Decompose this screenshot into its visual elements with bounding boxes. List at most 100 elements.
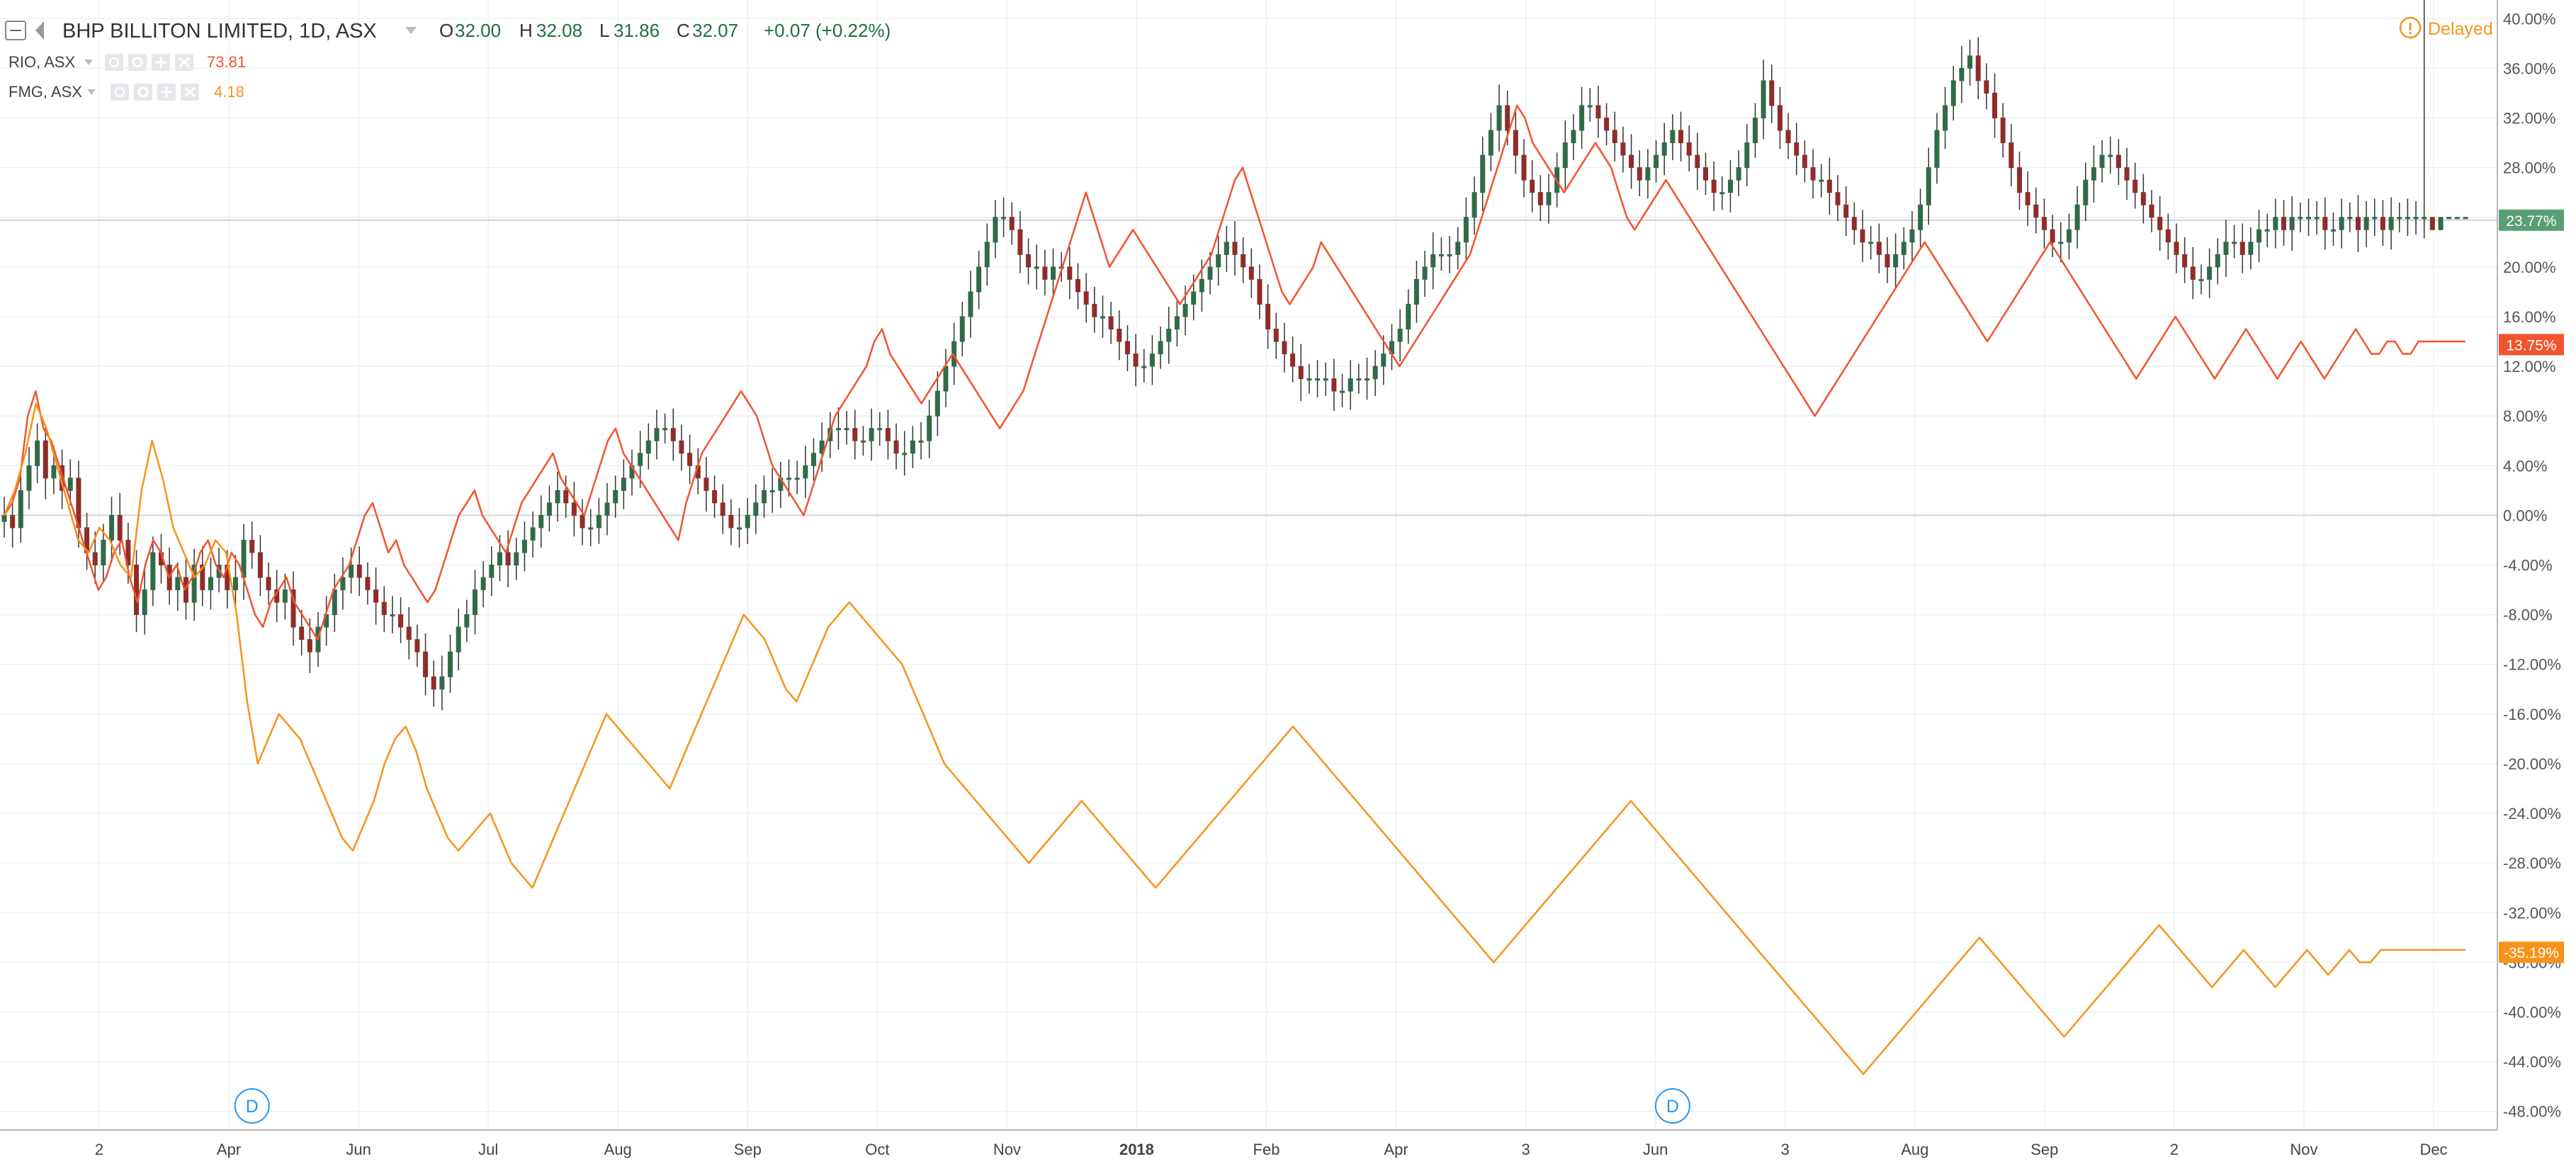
candle-body [117, 514, 123, 541]
bhp-last-value-badge [2499, 209, 2564, 231]
candle-body [1480, 154, 1486, 193]
candle [1711, 161, 1717, 211]
candle-body [448, 651, 453, 677]
candle [1331, 358, 1337, 412]
dividend-markers: DDDD [234, 1088, 1690, 1124]
candle-body [1819, 179, 1824, 182]
x-tick-label: Sep [2030, 1141, 2058, 1158]
candle [257, 535, 263, 597]
dividend-marker[interactable]: D [1654, 1088, 1690, 1124]
candle [2413, 200, 2419, 235]
candle [844, 411, 849, 445]
candle-body [2322, 217, 2328, 230]
delayed-indicator[interactable]: ! Delayed [2399, 16, 2493, 39]
candle [290, 571, 296, 646]
ohlc-close-value: 32.07 [692, 20, 738, 41]
candle-body [753, 502, 759, 516]
candle-body [1678, 130, 1684, 144]
delayed-warning-icon-glyph: ! [2407, 20, 2412, 38]
candle-body [1381, 354, 1386, 367]
candle [927, 400, 932, 458]
compare-symbol-fmg[interactable]: FMG, ASX [9, 83, 82, 101]
candle-body [2264, 229, 2270, 232]
fmg-hide-icon[interactable] [111, 84, 129, 101]
rio-settings-icon[interactable] [128, 54, 147, 71]
fmg-settings-icon[interactable] [134, 84, 152, 101]
change-value: +0.07 (+0.22%) [764, 20, 891, 41]
compare-row-rio: RIO, ASX 73.81 [9, 53, 246, 71]
rio-hide-icon[interactable] [105, 54, 123, 71]
candle-body [521, 539, 527, 553]
candle [1595, 85, 1601, 138]
candle [2256, 210, 2262, 262]
compare-fmg-chevron-down-icon[interactable] [87, 89, 96, 95]
candle-body [497, 552, 502, 566]
candle-body [381, 601, 387, 616]
candle [563, 475, 569, 518]
candle-body [918, 440, 924, 443]
candle [514, 537, 519, 580]
candle-body [514, 552, 519, 566]
candle [993, 200, 998, 259]
candle [2397, 202, 2402, 232]
x-tick-label: Nov [2290, 1141, 2317, 1158]
candle-body [1661, 142, 1667, 156]
candle-body [596, 514, 601, 529]
y-tick-label: -8.00% [2503, 606, 2553, 624]
candle-body [92, 552, 98, 566]
main-symbol-flag-icon [35, 21, 44, 40]
candle-body [2438, 217, 2444, 230]
candle [505, 530, 511, 588]
candle [2215, 238, 2220, 285]
y-tick-label: -24.00% [2503, 805, 2561, 823]
candle-body [1785, 130, 1791, 144]
candle [810, 438, 816, 481]
candle [2239, 223, 2245, 273]
candle-body [1241, 254, 1246, 268]
main-symbol-chevron-down-icon[interactable] [405, 27, 417, 34]
candle [35, 423, 40, 483]
candle-body [489, 565, 495, 578]
candle-body [1530, 179, 1535, 193]
candle-body [1182, 303, 1188, 317]
candle [2157, 196, 2163, 252]
candle-body [2397, 217, 2402, 220]
rio-remove-icon-glyph [179, 57, 190, 68]
fmg-line [3, 402, 2465, 1075]
candle-body [340, 577, 346, 591]
compare-symbol-rio[interactable]: RIO, ASX [9, 53, 75, 71]
candle-body [2083, 179, 2089, 205]
candle-body [1761, 80, 1766, 119]
candle-body [2339, 217, 2344, 230]
candle-body [406, 626, 412, 640]
candle-body [1777, 105, 1783, 131]
candle-body [1736, 167, 1741, 181]
candle [2363, 200, 2369, 247]
candle-body [431, 676, 436, 690]
main-symbol-title[interactable]: BHP BILLITON LIMITED, 1D, ASX [62, 20, 377, 43]
candle [604, 482, 610, 536]
fmg-last-value-label: -35.19% [2504, 945, 2559, 961]
candle [984, 223, 990, 286]
candle-body [2009, 142, 2014, 169]
compare-value-rio: 73.81 [207, 53, 246, 71]
candle-body [538, 514, 544, 529]
candle-body [1191, 291, 1197, 305]
dividend-marker[interactable]: D [234, 1088, 270, 1124]
candle-body [810, 453, 816, 466]
candle-body [1471, 192, 1477, 218]
candle-body [2108, 154, 2113, 157]
candle [1241, 237, 1246, 283]
candle [398, 597, 404, 643]
candle [232, 555, 238, 608]
candle [2446, 217, 2452, 220]
candle [1521, 139, 1527, 198]
time-axis[interactable]: 2 Apr Jun Jul Aug Sep Oct Nov 2018 Feb Apr 3 Jun 3 Aug… [95, 1141, 2448, 1158]
compare-rio-chevron-down-icon[interactable] [84, 60, 93, 65]
y-tick-label: -40.00% [2503, 1003, 2561, 1021]
candle [2306, 198, 2312, 237]
candle [1232, 220, 1238, 276]
candle-body [2413, 217, 2419, 220]
candle [1562, 120, 1568, 191]
